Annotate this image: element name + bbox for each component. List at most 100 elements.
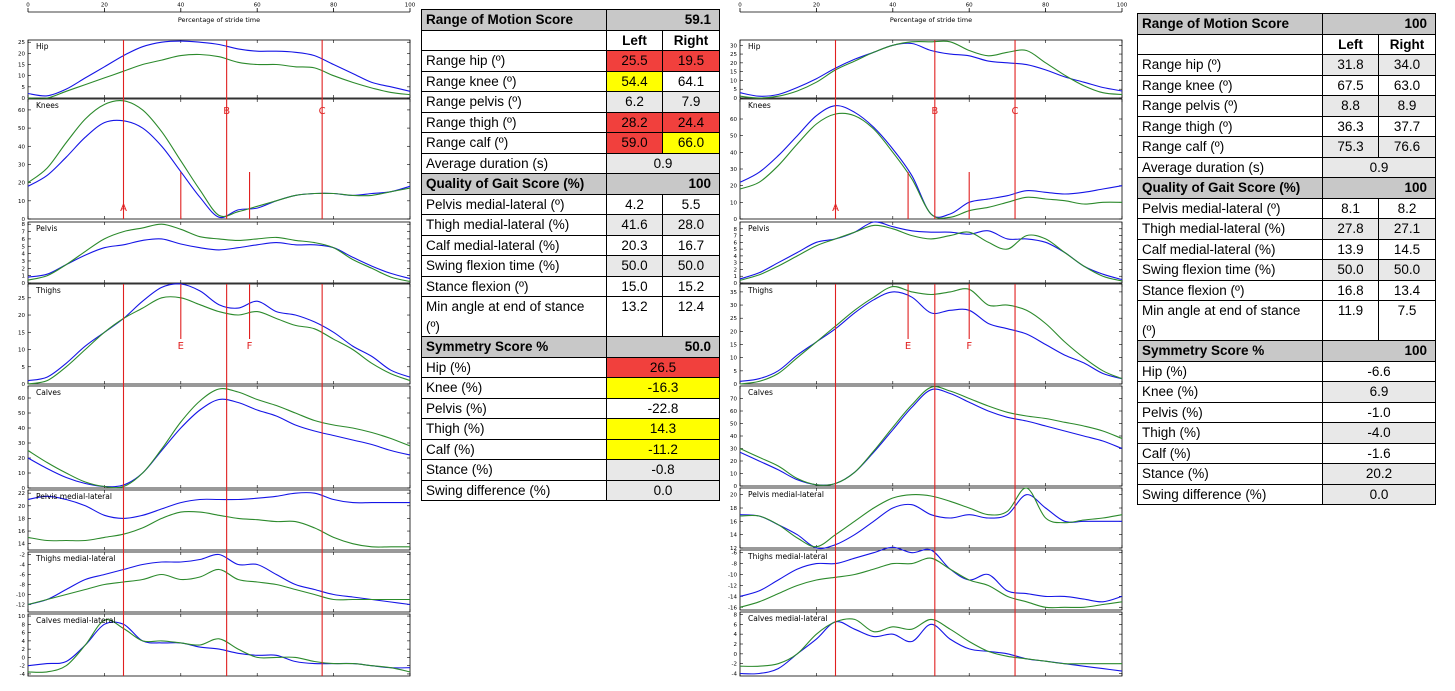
symmetry-value: -4.0 <box>1322 422 1436 444</box>
series-line-green <box>739 386 1123 486</box>
symmetry-value: 26.5 <box>606 356 720 378</box>
gait-plot-left: 0 20 40 60 80 100 Percentage of stride time 0 5 1… <box>0 0 420 691</box>
table-row: Range knee (º) 67.5 63.0 <box>1137 74 1436 96</box>
symmetry-value: -0.8 <box>606 459 720 481</box>
row-label: Swing difference (%) <box>421 479 607 501</box>
table-row: Pelvis medial-lateral (º) 4.2 5.5 <box>421 193 720 215</box>
y-tick-label: 40 <box>18 144 25 150</box>
y-tick-label: 16 <box>18 529 25 535</box>
event-marker-label: B <box>931 106 938 117</box>
y-tick-label: 10 <box>730 356 737 362</box>
y-tick-label: 40 <box>18 426 25 432</box>
value-right: 8.2 <box>1378 197 1436 219</box>
table-row: Range thigh (º) 36.3 37.7 <box>1137 115 1436 137</box>
panel-label: Pelvis <box>36 224 57 233</box>
value-left: 27.8 <box>1322 218 1379 240</box>
value-left: 4.2 <box>606 193 663 215</box>
series-line-green <box>739 224 1123 282</box>
y-tick-label: 6 <box>734 622 738 628</box>
series-line-blue <box>27 238 411 280</box>
series-line-green <box>739 40 1123 99</box>
value-right: 7.9 <box>662 91 720 113</box>
row-label: Thigh medial-lateral (%) <box>1137 218 1323 240</box>
symmetry-score: 50.0 <box>606 336 720 358</box>
col-left: Left <box>606 29 663 51</box>
panel-frame <box>27 98 411 220</box>
value-left: 11.9 <box>1322 300 1379 341</box>
table-row: Stance (%) 20.2 <box>1137 463 1436 485</box>
panel-frame <box>27 613 411 677</box>
panel-label: Pelvis medial-lateral <box>748 490 824 499</box>
y-tick-label: -8 <box>20 583 26 589</box>
y-tick-label: 5 <box>22 365 26 371</box>
y-tick-label: 35 <box>730 290 737 296</box>
symmetry-score: 100 <box>1322 340 1436 362</box>
gait-header: Quality of Gait Score (%) 100 <box>421 173 720 195</box>
row-label: Range calf (º) <box>421 132 607 154</box>
row-label: Range knee (º) <box>1137 74 1323 96</box>
x-tick-label: 60 <box>254 3 261 9</box>
row-label: Range thigh (º) <box>1137 115 1323 137</box>
column-header-row: Left Right <box>421 29 720 51</box>
value-left: 6.2 <box>606 91 663 113</box>
series-line-green <box>27 568 410 606</box>
y-tick-label: -4 <box>20 672 26 678</box>
value-left: 67.5 <box>1322 74 1379 96</box>
row-label: Calf (%) <box>421 438 607 460</box>
value-left: 50.0 <box>606 255 663 277</box>
series-line-green <box>27 53 411 100</box>
table-row: Thigh medial-lateral (%) 27.8 27.1 <box>1137 218 1436 240</box>
y-tick-label: 0 <box>734 382 738 388</box>
value-left: 25.5 <box>606 50 663 72</box>
x-tick-label: 40 <box>889 3 896 9</box>
y-tick-label: 70 <box>730 397 737 403</box>
rom-header: Range of Motion Score 100 <box>1137 13 1436 35</box>
panel-label: Knees <box>748 101 771 110</box>
y-tick-label: 0 <box>734 281 738 287</box>
y-tick-label: 22 <box>18 491 25 497</box>
y-tick-label: 40 <box>730 434 737 440</box>
value-right: 12.4 <box>662 296 720 337</box>
row-label: Average duration (s) <box>1137 156 1323 178</box>
y-tick-label: 2 <box>734 642 738 648</box>
value-right: 13.4 <box>1378 279 1436 301</box>
x-tick-label: 40 <box>177 3 184 9</box>
y-tick-label: 1 <box>734 274 738 280</box>
row-label: Min angle at end of stance (º) <box>1137 300 1323 341</box>
series-line-green <box>739 487 1123 548</box>
event-marker-label: C <box>319 106 326 117</box>
table-row: Thigh (%) -4.0 <box>1137 422 1436 444</box>
value-left: 28.2 <box>606 111 663 133</box>
row-label: Range pelvis (º) <box>1137 95 1323 117</box>
y-tick-label: 7 <box>734 234 738 240</box>
y-tick-label: -10 <box>16 593 25 599</box>
y-tick-label: 60 <box>18 396 25 402</box>
y-tick-label: -2 <box>732 662 737 668</box>
table-row: Swing difference (%) 0.0 <box>1137 483 1436 505</box>
y-tick-label: 0 <box>22 217 26 223</box>
value-left: 41.6 <box>606 214 663 236</box>
y-tick-label: 5 <box>22 244 26 250</box>
panel-label: Thighs medial-lateral <box>35 554 115 563</box>
y-tick-label: 40 <box>730 150 737 156</box>
y-tick-label: 20 <box>18 456 25 462</box>
row-label: Calf medial-lateral (%) <box>1137 238 1323 260</box>
series-line-blue <box>27 553 411 606</box>
y-tick-label: 3 <box>734 261 738 267</box>
y-tick-label: 50 <box>18 411 25 417</box>
y-tick-label: -4 <box>732 672 738 678</box>
y-tick-label: -14 <box>728 594 737 600</box>
symmetry-value: 20.2 <box>1322 463 1436 485</box>
value-left: 20.3 <box>606 234 663 256</box>
value-right: 8.9 <box>1378 95 1436 117</box>
row-label: Swing difference (%) <box>1137 483 1323 505</box>
panel-label: Calves medial-lateral <box>36 616 115 625</box>
row-label: Average duration (s) <box>421 152 607 174</box>
x-tick-label: 80 <box>330 3 337 9</box>
x-tick-label: 20 <box>813 3 820 9</box>
series-line-green <box>27 388 411 489</box>
value-right: 27.1 <box>1378 218 1436 240</box>
y-tick-label: 2 <box>734 267 738 273</box>
event-marker-label: F <box>247 341 253 352</box>
table-row: Hip (%) 26.5 <box>421 356 720 378</box>
